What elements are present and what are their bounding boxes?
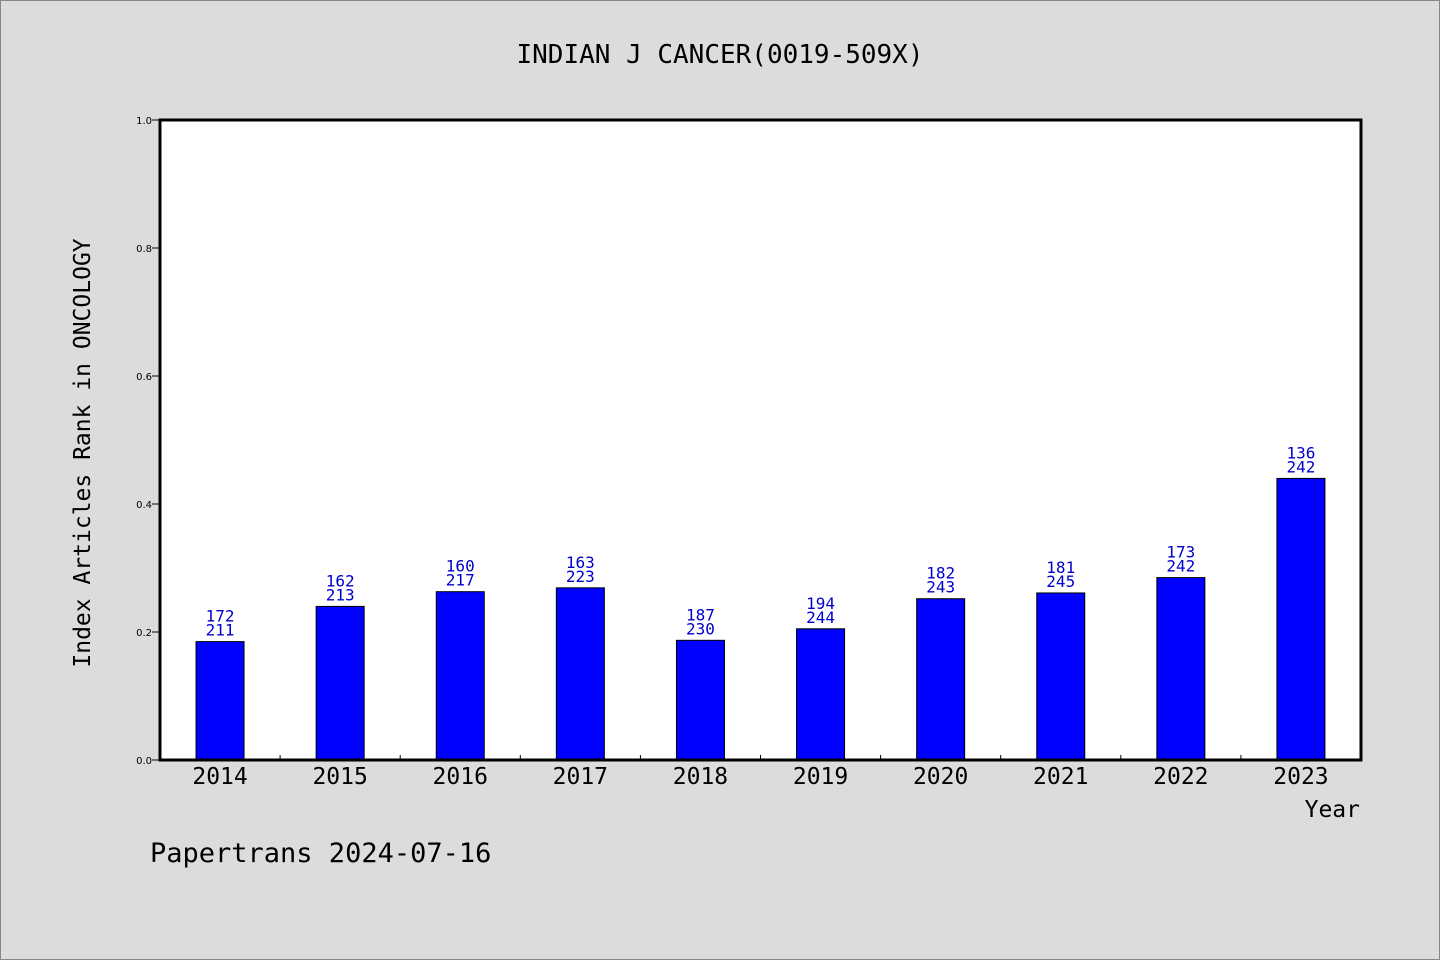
- y-axis-label: Index Articles Rank in ONCOLOGY: [70, 238, 96, 667]
- x-tick-label: 2017: [553, 764, 608, 790]
- x-tick-label: 2020: [913, 764, 968, 790]
- bar-2019: [796, 628, 846, 761]
- y-axis-ticks: 0.0 0.2 0.4 0.6 0.8 1.0: [136, 116, 160, 767]
- y-tick-label: 0.6: [136, 372, 152, 383]
- bar-label-top: 187: [686, 605, 715, 624]
- chart-title: INDIAN J CANCER(0019-509X): [517, 40, 924, 70]
- bar-label-bottom: 243: [926, 578, 955, 597]
- bar-label-top: 162: [326, 571, 355, 590]
- bar-label-top: 172: [206, 607, 235, 626]
- bar-2020: [916, 598, 966, 761]
- bar-label-top: 182: [926, 564, 955, 583]
- x-tick-label: 2018: [673, 764, 728, 790]
- bar-labels-group: 1722111622131602171632231872301942441822…: [206, 443, 1316, 639]
- bar-2014: [195, 641, 245, 761]
- bar-label-bottom: 230: [686, 619, 715, 638]
- bar-label-bottom: 213: [326, 585, 355, 604]
- x-tick-label: 2014: [192, 764, 247, 790]
- x-axis-label: Year: [1305, 797, 1360, 823]
- bar-label-bottom: 211: [206, 621, 235, 640]
- bar-label-top: 181: [1046, 558, 1075, 577]
- bar-label-top: 194: [806, 594, 835, 613]
- bar-label-top: 173: [1166, 543, 1195, 562]
- bar-label-top: 136: [1286, 443, 1315, 462]
- bar-2023: [1276, 477, 1326, 761]
- bar-label-bottom: 223: [566, 567, 595, 586]
- x-tick-label: 2019: [793, 764, 848, 790]
- x-tick-label: 2022: [1153, 764, 1208, 790]
- x-axis-ticks: 2014 2015 2016 2017 2018 2019 2020 2021 2022 2023: [192, 755, 1329, 790]
- bar-label-bottom: 242: [1286, 457, 1315, 476]
- x-tick-label: 2016: [433, 764, 488, 790]
- footer-credit: Papertrans 2024-07-16: [150, 838, 491, 869]
- y-tick-label: 0.8: [136, 244, 152, 255]
- x-tick-label: 2021: [1033, 764, 1088, 790]
- x-tick-label: 2015: [312, 764, 367, 790]
- bar-label-top: 160: [446, 557, 475, 576]
- y-tick-label: 1.0: [136, 116, 152, 127]
- bar-2018: [675, 639, 725, 761]
- plot-border: [158, 118, 1363, 762]
- bars-group: [195, 477, 1326, 761]
- bar-label-bottom: 244: [806, 608, 835, 627]
- x-tick-label: 2023: [1273, 764, 1328, 790]
- bar-label-bottom: 242: [1166, 557, 1195, 576]
- bar-label-top: 163: [566, 553, 595, 572]
- bar-label-bottom: 217: [446, 571, 475, 590]
- bar-2017: [555, 587, 605, 761]
- y-tick-label: 0.4: [136, 500, 152, 511]
- bar-label-bottom: 245: [1046, 572, 1075, 591]
- bar-2015: [315, 605, 365, 761]
- bar-2016: [435, 591, 485, 761]
- y-tick-label: 0.2: [136, 628, 152, 639]
- bar-2022: [1156, 577, 1206, 761]
- bar-2021: [1036, 592, 1086, 761]
- y-tick-label: 0.0: [136, 756, 152, 767]
